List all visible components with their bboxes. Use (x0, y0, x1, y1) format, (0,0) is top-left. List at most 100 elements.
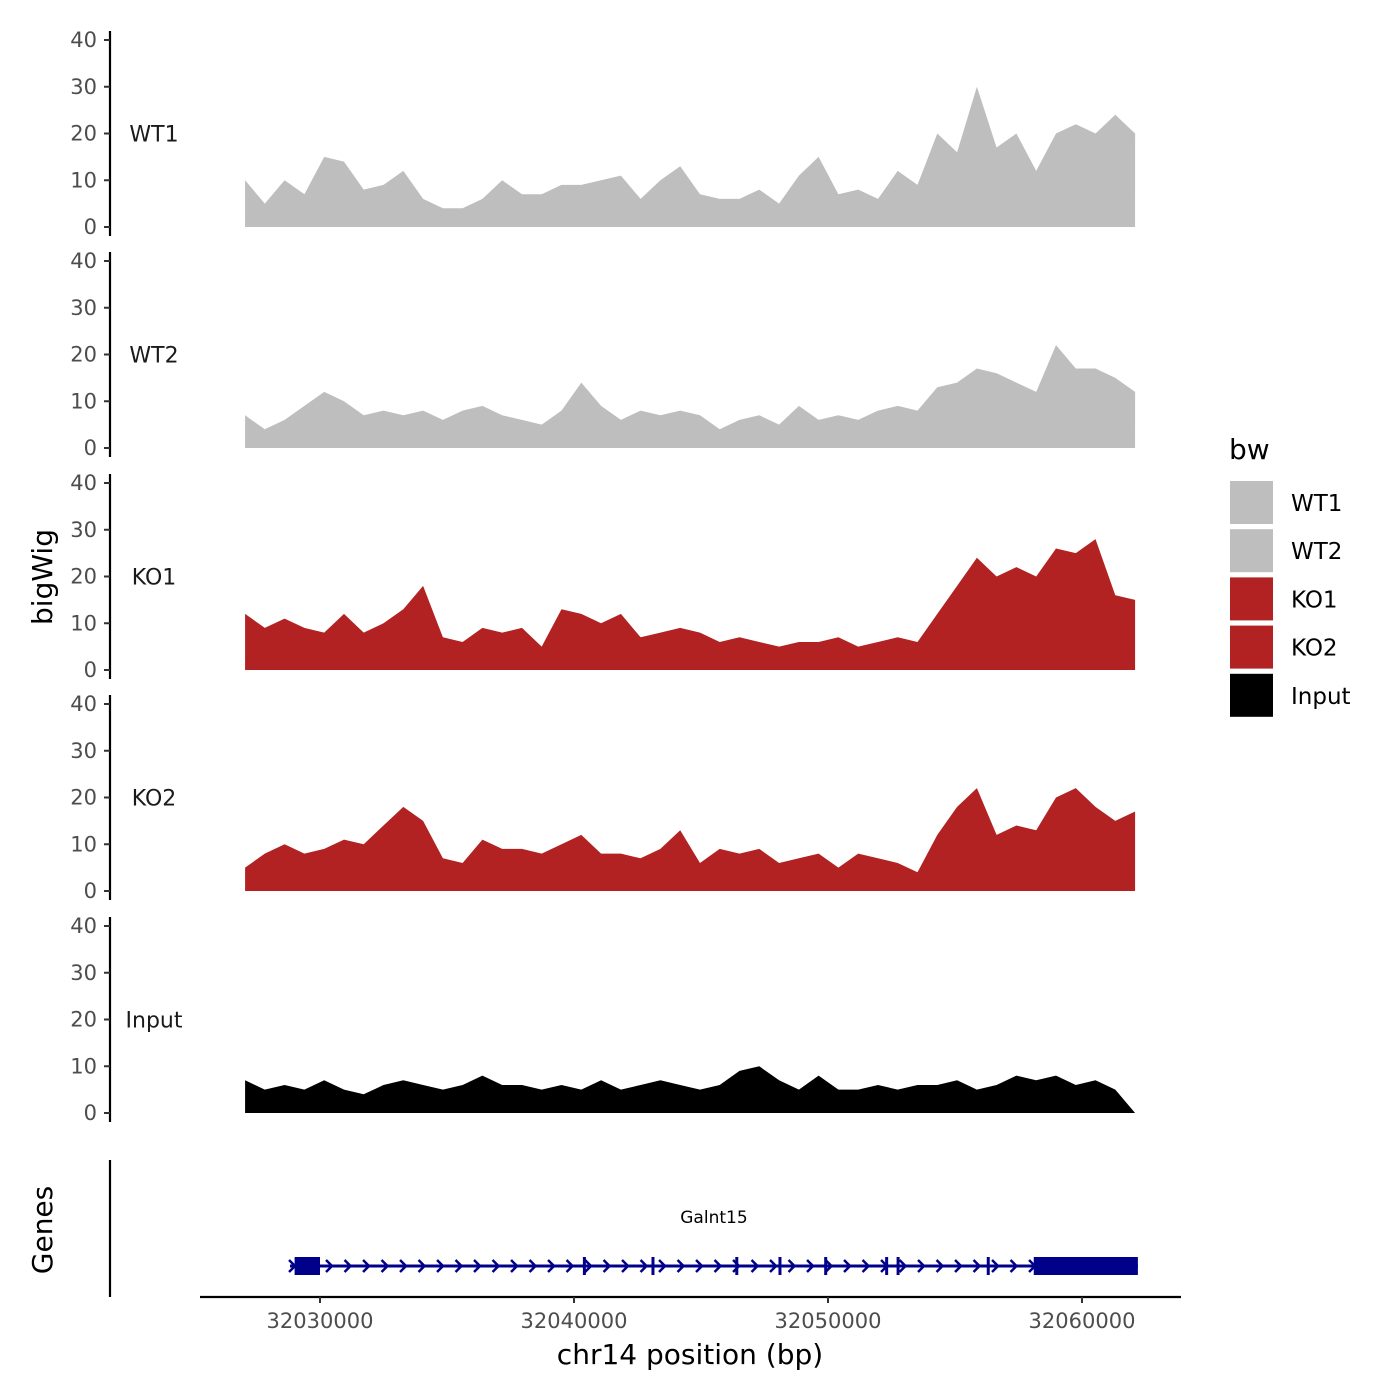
y-tick-label: 30 (70, 296, 97, 320)
y-tick-label: 20 (70, 565, 97, 589)
y-tick-label: 10 (70, 168, 97, 192)
strand-arrow-icon (676, 1259, 686, 1273)
strand-arrow-icon (417, 1259, 427, 1273)
legend-key-input (1230, 673, 1273, 717)
y-tick-label: 30 (70, 518, 97, 542)
strand-arrow-icon (713, 1259, 723, 1273)
strand-arrow-icon (621, 1259, 630, 1273)
strand-arrow-icon (602, 1259, 612, 1273)
legend-key-wt2 (1230, 529, 1273, 573)
strand-arrow-icon (954, 1259, 963, 1273)
track-label: KO1 (132, 566, 177, 591)
y-tick-label: 40 (70, 692, 97, 716)
strand-arrow-icon (769, 1259, 778, 1273)
y-tick-label: 20 (70, 343, 97, 367)
strand-arrow-icon (528, 1259, 538, 1273)
gene-exon (896, 1257, 900, 1275)
gene-exon (651, 1257, 655, 1275)
gene-exon (735, 1257, 739, 1275)
strand-arrow-icon (584, 1259, 593, 1273)
strand-arrow-icon (658, 1259, 667, 1273)
genes-panel-label: Genes (26, 1186, 59, 1274)
legend-key-ko2 (1230, 625, 1273, 669)
gene-exon (986, 1257, 990, 1275)
y-tick-label: 0 (84, 658, 97, 682)
y-tick-label: 40 (70, 471, 97, 495)
strand-arrow-icon (565, 1259, 575, 1273)
legend-label: KO1 (1291, 587, 1338, 613)
track-panel-wt2: 0 10 20 30 40 WT2 (70, 249, 1136, 460)
strand-arrow-icon (380, 1259, 390, 1273)
strand-arrow-icon (917, 1259, 926, 1273)
y-tick-label: 10 (70, 1054, 97, 1078)
strand-arrow-icon (399, 1259, 408, 1273)
strand-arrow-icon (732, 1259, 741, 1273)
track-panel-wt1: 0 10 20 30 40 WT1 (70, 28, 1136, 239)
strand-arrow-icon (491, 1259, 501, 1273)
x-tick-label: 32030000 (267, 1309, 374, 1333)
track-panel-ko2: 0 10 20 30 40 KO2 (70, 692, 1136, 903)
y-tick-label: 30 (70, 75, 97, 99)
strand-arrow-icon (362, 1259, 371, 1273)
legend-label: Input (1291, 684, 1351, 710)
strand-arrow-icon (898, 1259, 908, 1273)
gene-exon (778, 1257, 782, 1275)
legend-title: bw (1229, 433, 1270, 466)
strand-arrow-icon (436, 1259, 445, 1273)
y-tick-label: 10 (70, 389, 97, 413)
strand-arrow-icon (750, 1259, 760, 1273)
y-tick-label: 30 (70, 961, 97, 985)
y-tick-label: 10 (70, 611, 97, 635)
strand-arrow-icon (343, 1259, 353, 1273)
track-label: Input (126, 1009, 183, 1034)
y-tick-label: 0 (84, 879, 97, 903)
gene-label: Galnt15 (680, 1208, 747, 1228)
y-tick-label: 20 (70, 1008, 97, 1032)
strand-arrow-icon (935, 1259, 945, 1273)
signal-area-wt2 (245, 345, 1136, 448)
strand-arrow-icon (510, 1259, 519, 1273)
legend-label: KO2 (1291, 636, 1338, 662)
strand-arrow-icon (787, 1259, 797, 1273)
y-tick-label: 20 (70, 122, 97, 146)
y-tick-label: 40 (70, 249, 97, 273)
legend-key-wt1 (1230, 481, 1273, 524)
legend-label: WT2 (1291, 539, 1342, 565)
gene-exon (582, 1257, 586, 1275)
strand-arrow-icon (547, 1259, 556, 1273)
track-label: WT1 (129, 123, 178, 148)
strand-arrow-icon (454, 1259, 464, 1273)
strand-arrow-icon (972, 1259, 982, 1273)
signal-area-ko1 (245, 539, 1136, 670)
x-axis: 32030000 32040000 32050000 32060000 (200, 1295, 1181, 1333)
x-tick-label: 32050000 (775, 1309, 882, 1333)
strand-arrow-icon (695, 1259, 704, 1273)
track-label: WT2 (129, 344, 178, 369)
strand-arrow-icon (473, 1259, 482, 1273)
strand-arrow-icon (639, 1259, 649, 1273)
strand-arrow-icon (1009, 1259, 1019, 1273)
y-tick-label: 20 (70, 786, 97, 810)
strand-arrow-icon (843, 1259, 852, 1273)
strand-arrow-icon (991, 1259, 1000, 1273)
signal-area-ko2 (245, 788, 1136, 891)
gene-exon (885, 1257, 889, 1275)
x-tick-label: 32060000 (1029, 1309, 1136, 1333)
y-tick-label: 0 (84, 1101, 97, 1125)
strand-arrow-icon (824, 1259, 834, 1273)
track-panel-input: 0 10 20 30 40 Input (70, 914, 1136, 1125)
legend-key-ko1 (1230, 577, 1273, 621)
y-tick-label: 40 (70, 28, 97, 52)
gene-exon (824, 1257, 828, 1275)
strand-arrow-icon (861, 1259, 871, 1273)
track-panel-ko1: 0 10 20 30 40 KO1 (70, 471, 1136, 682)
y-tick-label: 40 (70, 914, 97, 938)
strand-arrow-icon (325, 1259, 334, 1273)
y-axis-title: bigWig (26, 529, 59, 625)
gene-exon (1033, 1257, 1138, 1275)
legend-label: WT1 (1291, 491, 1342, 517)
legend: bw WT1 WT2 KO1 KO2 Input (1229, 433, 1351, 717)
strand-arrow-icon (806, 1259, 815, 1273)
x-axis-title: chr14 position (bp) (557, 1338, 823, 1371)
